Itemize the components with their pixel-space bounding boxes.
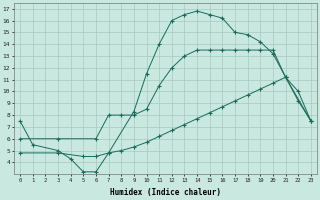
- X-axis label: Humidex (Indice chaleur): Humidex (Indice chaleur): [110, 188, 221, 197]
